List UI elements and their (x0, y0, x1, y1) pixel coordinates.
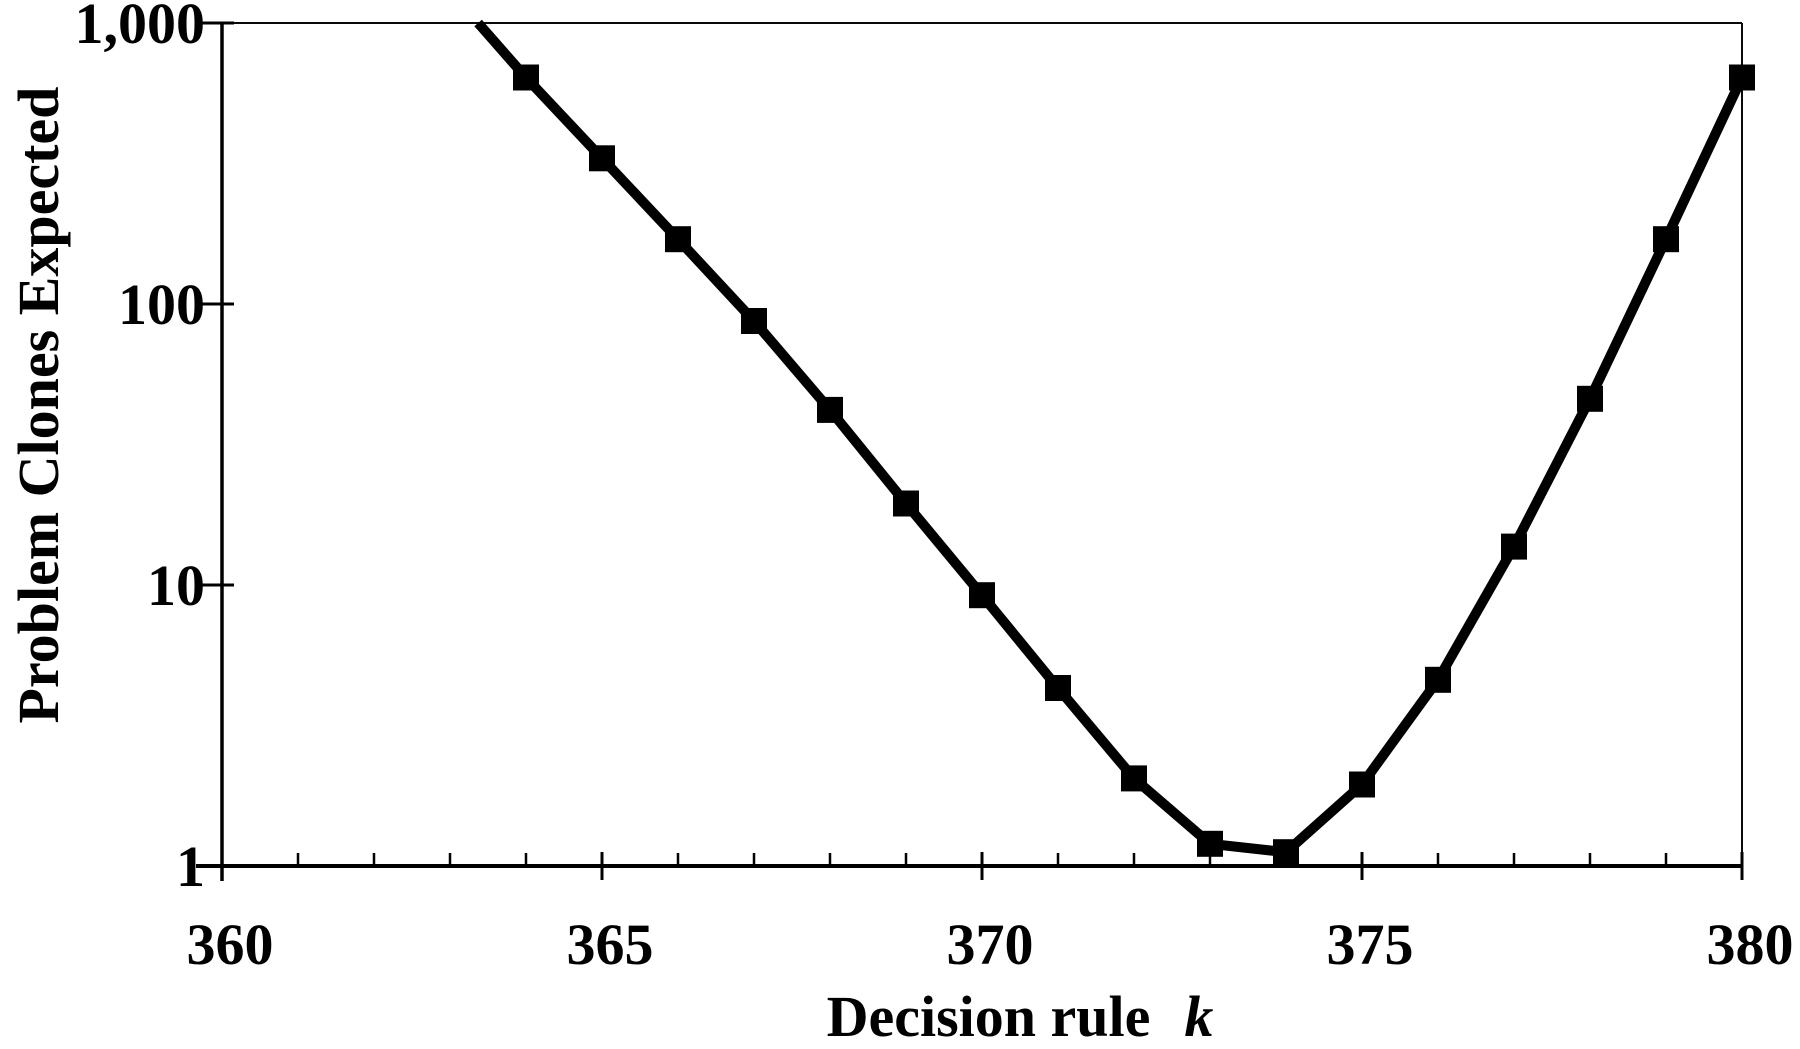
x-axis-title: Decision rule k (827, 984, 1214, 1049)
plot-area: 1 10 100 1,000 360 365 370 375 380 (75, 0, 1794, 977)
data-point-marker (1045, 675, 1071, 701)
data-point-marker (1501, 533, 1527, 560)
data-point-marker (1425, 666, 1451, 693)
x-tick-label: 370 (947, 912, 1034, 977)
y-tick-label: 10 (147, 553, 205, 618)
x-tick-label: 380 (1707, 912, 1794, 977)
x-axis-title-variable: k (1184, 984, 1213, 1049)
data-point-marker (1273, 839, 1299, 866)
data-point-marker (1349, 771, 1375, 798)
x-tick-label: 360 (187, 912, 274, 977)
data-point-marker (1653, 226, 1679, 253)
data-point-marker (513, 64, 539, 91)
data-point-marker (665, 226, 691, 253)
data-point-marker (741, 308, 767, 334)
data-point-marker (1121, 765, 1147, 792)
x-tick-label: 365 (567, 912, 654, 977)
y-axis-title: Problem Clones Expected (6, 87, 71, 724)
data-point-marker (817, 396, 843, 423)
y-tick-label: 100 (118, 272, 205, 337)
x-tick-label: 375 (1327, 912, 1414, 977)
y-tick-label: 1,000 (75, 0, 206, 56)
data-point-marker (893, 490, 919, 517)
data-point-marker (1197, 830, 1223, 857)
x-axis-title-text: Decision rule (827, 984, 1151, 1049)
data-point-marker (589, 145, 615, 172)
data-point-marker (969, 582, 995, 609)
data-point-marker (1729, 64, 1755, 91)
data-point-marker (1577, 385, 1603, 412)
y-tick-label: 1 (176, 834, 205, 899)
data-line (474, 19, 1747, 858)
